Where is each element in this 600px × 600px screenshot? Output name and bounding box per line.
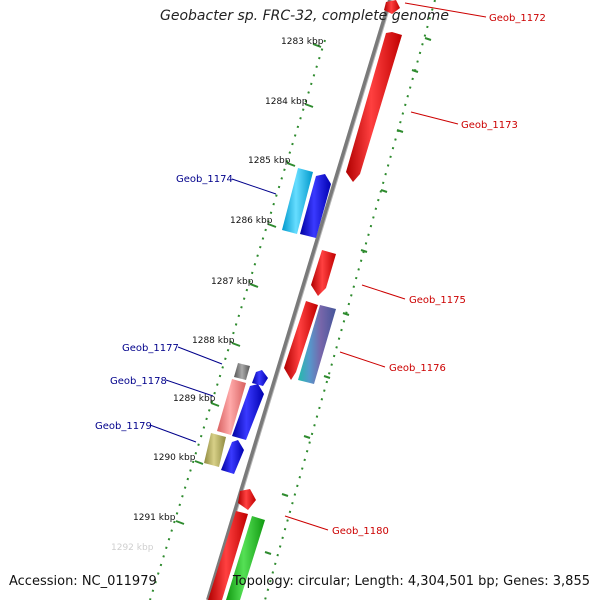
gene-geob-1178 (217, 379, 246, 435)
gene-labels: Geob_1172 Geob_1173 Geob_1174 Geob_1175 … (95, 13, 546, 537)
kbp-label-1287: 1287 kbp (211, 277, 254, 287)
gene-geob-1177-blue (252, 370, 268, 386)
gene-geob-1179-blue (221, 440, 244, 474)
gene-label-geob-1172: Geob_1172 (489, 13, 546, 24)
map-title: Geobacter sp. FRC-32, complete genome (160, 8, 449, 24)
gene-label-geob-1175: Geob_1175 (409, 295, 466, 306)
gene-label-geob-1177: Geob_1177 (122, 343, 179, 354)
kbp-label-1289: 1289 kbp (173, 394, 216, 404)
kbp-label-1290: 1290 kbp (153, 453, 196, 463)
kbp-label-1292: 1292 kbp (111, 543, 154, 553)
gene-green (226, 516, 265, 600)
gene-geob-1177 (234, 363, 250, 380)
major-ticks (175, 43, 322, 525)
kbp-labels: 1283 kbp 1284 kbp 1285 kbp 1286 kbp 1287… (111, 37, 324, 553)
gene-geob-1178-blue (232, 384, 264, 440)
gene-label-geob-1178: Geob_1178 (110, 376, 167, 387)
gene-geob-1180-marker (238, 489, 256, 510)
gene-geob-1173 (346, 32, 402, 182)
gene-geob-1180 (208, 511, 248, 600)
genome-backbone-highlight (209, 0, 393, 600)
gene-geob-1174-blue (300, 174, 331, 238)
right-ticks (264, 37, 432, 555)
kbp-label-1285: 1285 kbp (248, 156, 291, 166)
kbp-label-1291: 1291 kbp (133, 513, 176, 523)
label-leaders (149, 2, 487, 531)
gene-geob-1174 (282, 168, 313, 234)
kbp-label-1283: 1283 kbp (281, 37, 324, 47)
gene-geob-1172 (384, 0, 400, 14)
genome-backbone (206, 0, 392, 600)
forward-strand-genes (204, 168, 331, 474)
gene-label-geob-1176: Geob_1176 (389, 363, 446, 374)
gene-geob-1179 (204, 433, 226, 467)
kbp-label-1284: 1284 kbp (265, 97, 308, 107)
gene-geob-1175 (311, 250, 336, 296)
gene-label-geob-1174: Geob_1174 (176, 174, 233, 185)
kbp-label-1286: 1286 kbp (230, 216, 273, 226)
gene-label-geob-1173: Geob_1173 (461, 120, 518, 131)
gene-geob-1176 (284, 301, 318, 380)
reverse-strand-genes (208, 0, 402, 600)
kbp-label-1288: 1288 kbp (192, 336, 235, 346)
accession-label: Accession: NC_011979 (9, 574, 157, 589)
gene-label-geob-1180: Geob_1180 (332, 526, 389, 537)
topology-label: Topology: circular; Length: 4,304,501 bp… (232, 574, 590, 589)
gene-label-geob-1179: Geob_1179 (95, 421, 152, 432)
gene-geob-1176-stripe (298, 305, 336, 384)
